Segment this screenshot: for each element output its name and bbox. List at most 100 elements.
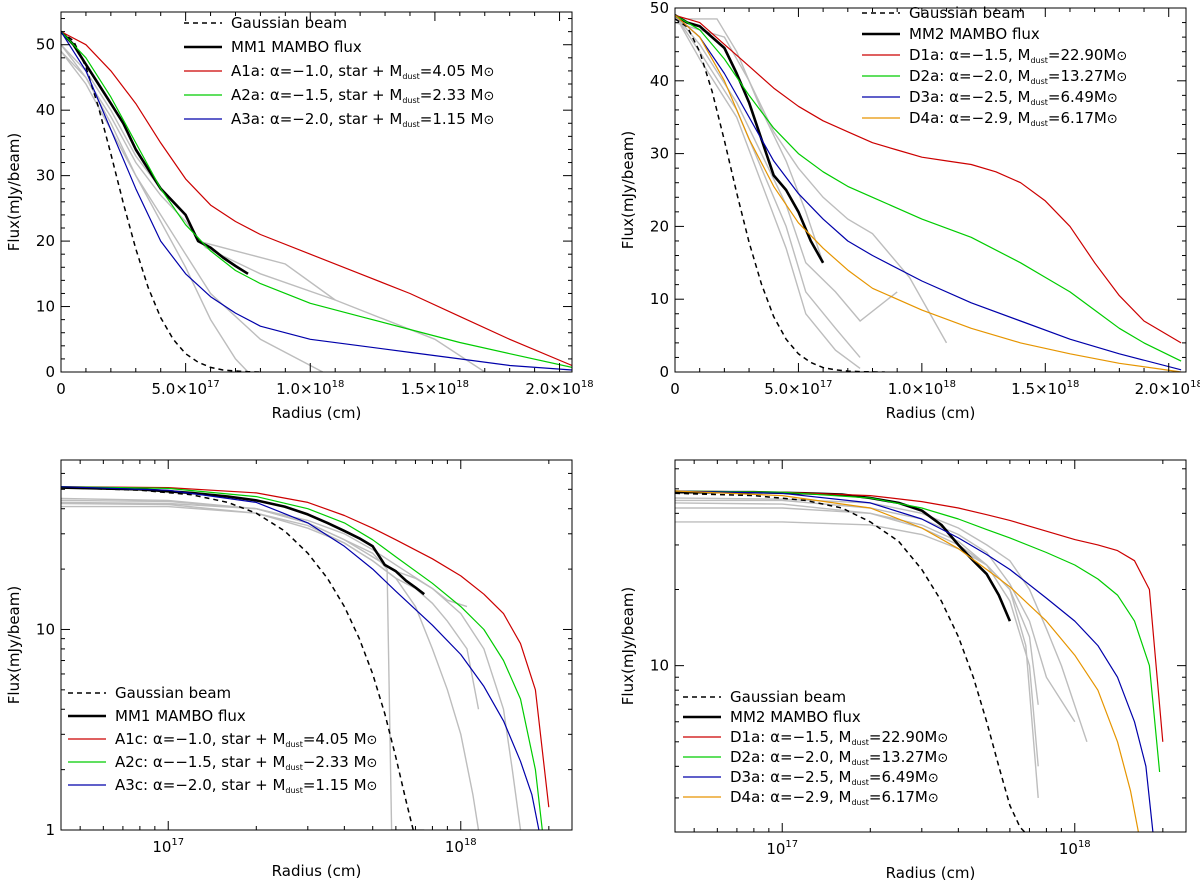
- x-tick-exponent: 17: [820, 379, 833, 390]
- y-tick-label: 0: [659, 363, 669, 381]
- plot-area: [61, 30, 572, 372]
- legend-label: Gaussian beam: [730, 688, 846, 706]
- legend-subscript: dust: [402, 120, 419, 129]
- y-tick-label: 30: [650, 145, 669, 163]
- solar-mass-symbol: ⊙: [937, 751, 948, 766]
- x-tick-label: 2.0×1018: [1135, 379, 1200, 398]
- legend-label: A1a: α=−1.0, star + Mdust=4.05 M⊙: [231, 62, 494, 81]
- series-line-a2c: [61, 486, 543, 830]
- x-tick-exponent: 18: [464, 837, 477, 848]
- legend-subscript: dust: [1030, 98, 1047, 107]
- x-tick-label: 1017: [152, 837, 184, 856]
- x-tick-label: 1.5×1018: [401, 379, 469, 398]
- y-tick-label: 40: [650, 72, 669, 90]
- x-tick-exponent: 17: [785, 839, 798, 850]
- legend-label: A2a: α=−1.5, star + Mdust=2.33 M⊙: [231, 86, 494, 105]
- gray-profile-2: [61, 499, 468, 608]
- solar-mass-symbol: ⊙: [483, 89, 494, 104]
- solar-mass-symbol: ⊙: [1107, 91, 1118, 106]
- legend-label: A1c: α=−1.0, star + Mdust=4.05 M⊙: [115, 730, 377, 749]
- legend-label: D3a: α=−2.5, Mdust=6.49M⊙: [730, 768, 939, 787]
- y-axis-label: Flux(mJy/beam): [5, 586, 23, 704]
- series-line-a3c: [61, 486, 540, 830]
- series-line-d4a: [675, 490, 1139, 832]
- legend-label-tail: =6.17M: [869, 788, 928, 806]
- legend-subscript: dust: [1030, 119, 1047, 128]
- legend-label: D2a: α=−2.0, Mdust=13.27M⊙: [730, 748, 948, 767]
- gray-profile-2: [675, 507, 1039, 767]
- x-tick-label: 0: [56, 380, 66, 398]
- series-line-a3a: [61, 31, 572, 371]
- gray-profile-2: [61, 50, 486, 372]
- solar-mass-symbol: ⊙: [367, 733, 378, 748]
- solar-mass-symbol: ⊙: [367, 779, 378, 794]
- axis-ticks: [674, 7, 1186, 373]
- solar-mass-symbol: ⊙: [1116, 49, 1127, 64]
- solar-mass-symbol: ⊙: [483, 65, 494, 80]
- chart-panel-4: 1017 1018 10 Radius (cm) Flux(mJy/beam) Gauss…: [619, 459, 1187, 882]
- legend-label: MM1 MAMBO flux: [115, 707, 246, 725]
- plot-area: [675, 14, 1182, 372]
- plot-frame: [674, 7, 1187, 373]
- legend-label-tail: −2.33 M: [303, 753, 367, 771]
- series-line-a1c: [61, 486, 550, 808]
- legend-label: D4a: α=−2.9, Mdust=6.17M⊙: [730, 788, 939, 807]
- x-axis-label: Radius (cm): [886, 404, 976, 422]
- x-tick-exponent: 18: [456, 379, 469, 390]
- series-line-gaussian-beam: [61, 30, 261, 372]
- plot-frame: [60, 459, 573, 831]
- gray-profile-4: [675, 497, 1088, 743]
- x-tick-exponent: 17: [207, 379, 220, 390]
- legend-label-tail: =6.17M: [1048, 109, 1107, 127]
- series-line-d1a: [675, 490, 1164, 742]
- solar-mass-symbol: ⊙: [367, 756, 378, 771]
- series-line-d3a: [675, 490, 1154, 832]
- y-axis-label: Flux(mJy/beam): [619, 131, 637, 249]
- series-line-d2a: [675, 14, 1182, 362]
- legend-label-tail: =1.15 M: [303, 776, 367, 794]
- legend-label: A3a: α=−2.0, star + Mdust=1.15 M⊙: [231, 110, 494, 129]
- series-line-gaussian-beam: [675, 18, 885, 372]
- y-tick-label: 20: [650, 217, 669, 235]
- legend-subscript: dust: [285, 786, 302, 795]
- y-tick-label: 50: [650, 0, 669, 17]
- y-tick-label: 40: [36, 101, 55, 119]
- legend-subscript: dust: [851, 738, 868, 747]
- y-tick-label: 30: [36, 167, 55, 185]
- x-tick-exponent: 18: [581, 379, 594, 390]
- x-tick-label: 5.0×1017: [764, 379, 832, 398]
- series-line-gaussian-beam: [675, 492, 1026, 832]
- solar-mass-symbol: ⊙: [928, 791, 939, 806]
- legend-label-tail: =22.90M: [869, 728, 937, 746]
- solar-mass-symbol: ⊙: [937, 731, 948, 746]
- legend-label-tail: =4.05 M: [420, 62, 484, 80]
- legend: Gaussian beam MM1 MAMBO flux A1c: α=−1.0, …: [68, 684, 377, 795]
- y-tick-label: 50: [36, 36, 55, 54]
- x-tick-label: 1.0×1018: [888, 379, 956, 398]
- legend-subscript: dust: [1030, 77, 1047, 86]
- legend-subscript: dust: [851, 798, 868, 807]
- legend-label: MM2 MAMBO flux: [730, 708, 861, 726]
- gray-profile-4: [675, 14, 861, 358]
- legend-subscript: dust: [851, 778, 868, 787]
- x-tick-label: 1018: [1059, 839, 1091, 858]
- series-line-mm1-mambo-flux: [61, 30, 249, 275]
- legend: Gaussian beam MM1 MAMBO flux A1a: α=−1.0, …: [184, 14, 494, 129]
- legend-label: A2c: α−−1.5, star + Mdust−2.33 M⊙: [115, 753, 377, 772]
- legend-label-tail: =13.27M: [1048, 67, 1116, 85]
- x-axis-label: Radius (cm): [272, 404, 362, 422]
- x-tick-exponent: 18: [1067, 379, 1080, 390]
- legend-label: D1a: α=−1.5, Mdust=22.90M⊙: [730, 728, 948, 747]
- y-tick-label: 10: [36, 298, 55, 316]
- legend-subscript: dust: [285, 740, 302, 749]
- x-tick-label: 1.5×1018: [1011, 379, 1079, 398]
- legend-subscript: dust: [285, 763, 302, 772]
- y-tick-label: 1: [45, 821, 55, 839]
- legend-label: MM1 MAMBO flux: [231, 38, 362, 56]
- series-line-d1a: [675, 14, 1182, 344]
- legend-subscript: dust: [1030, 56, 1047, 65]
- x-tick-label: 2.0×1018: [525, 379, 593, 398]
- x-tick-exponent: 18: [1190, 379, 1200, 390]
- legend: Gaussian beam MM2 MAMBO flux D1a: α=−1.5, …: [683, 688, 948, 807]
